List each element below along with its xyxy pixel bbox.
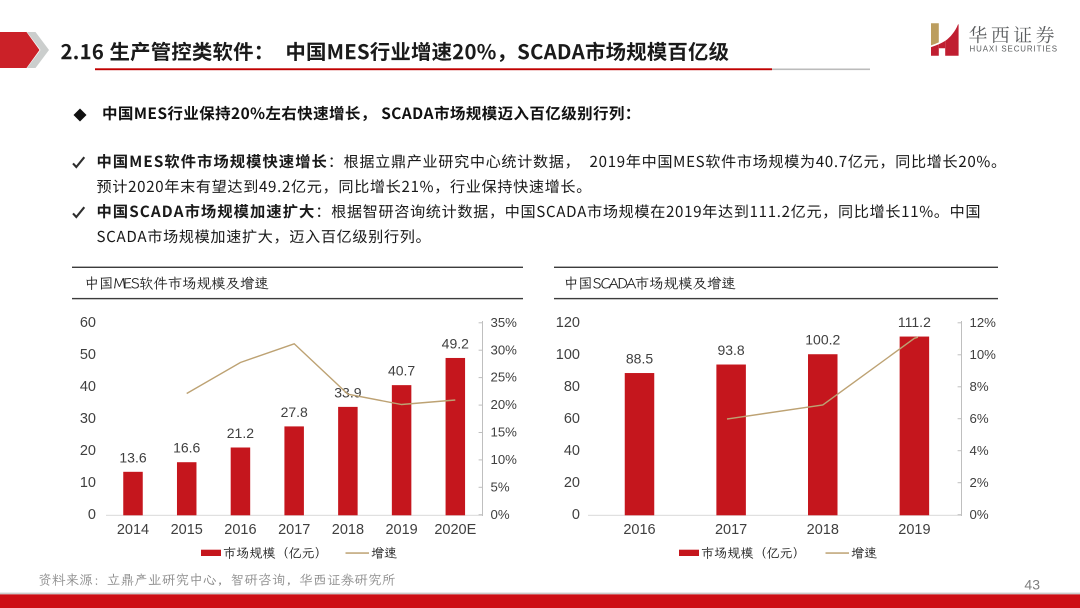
svg-text:100.2: 100.2 xyxy=(805,332,840,348)
svg-text:0%: 0% xyxy=(491,507,510,522)
svg-text:2016: 2016 xyxy=(224,522,256,538)
svg-text:25%: 25% xyxy=(491,370,518,385)
svg-text:30: 30 xyxy=(80,411,96,427)
svg-text:2017: 2017 xyxy=(715,522,747,538)
svg-text:20%: 20% xyxy=(491,397,518,412)
svg-text:2018: 2018 xyxy=(807,522,839,538)
svg-text:20: 20 xyxy=(564,475,580,491)
svg-text:49.2: 49.2 xyxy=(442,336,469,352)
svg-text:88.5: 88.5 xyxy=(626,351,653,367)
svg-text:0: 0 xyxy=(88,507,96,523)
svg-text:40: 40 xyxy=(80,379,96,395)
svg-text:43: 43 xyxy=(1024,577,1040,593)
svg-text:50: 50 xyxy=(80,347,96,363)
svg-text:2014: 2014 xyxy=(117,522,149,538)
svg-text:2020E: 2020E xyxy=(434,522,476,538)
svg-text:5%: 5% xyxy=(491,479,510,494)
svg-text:80: 80 xyxy=(564,379,580,395)
svg-text:2019: 2019 xyxy=(898,522,930,538)
svg-text:120: 120 xyxy=(556,315,580,331)
svg-text:2%: 2% xyxy=(970,475,989,490)
svg-text:20: 20 xyxy=(80,443,96,459)
svg-text:60: 60 xyxy=(80,315,96,331)
svg-text:27.8: 27.8 xyxy=(281,404,308,420)
svg-text:40: 40 xyxy=(564,443,580,459)
svg-text:4%: 4% xyxy=(970,443,989,458)
svg-text:111.2: 111.2 xyxy=(898,314,931,330)
svg-text:16.6: 16.6 xyxy=(173,440,200,456)
svg-text:12%: 12% xyxy=(970,315,997,330)
svg-text:2018: 2018 xyxy=(332,522,364,538)
svg-text:100: 100 xyxy=(556,347,580,363)
svg-text:40.7: 40.7 xyxy=(388,363,415,379)
svg-text:2017: 2017 xyxy=(278,522,310,538)
svg-text:8%: 8% xyxy=(970,379,989,394)
svg-text:33.9: 33.9 xyxy=(334,384,361,400)
svg-text:15%: 15% xyxy=(491,425,518,440)
svg-text:13.6: 13.6 xyxy=(119,449,146,465)
svg-text:30%: 30% xyxy=(491,342,518,357)
svg-text:2015: 2015 xyxy=(171,522,203,538)
svg-text:10: 10 xyxy=(80,475,96,491)
svg-text:2016: 2016 xyxy=(623,522,655,538)
svg-text:93.8: 93.8 xyxy=(717,342,744,358)
svg-text:2019: 2019 xyxy=(385,522,417,538)
svg-text:10%: 10% xyxy=(491,452,518,467)
svg-text:6%: 6% xyxy=(970,411,989,426)
svg-text:0: 0 xyxy=(572,507,580,523)
svg-text:35%: 35% xyxy=(491,315,518,330)
svg-text:21.2: 21.2 xyxy=(227,425,254,441)
svg-text:60: 60 xyxy=(564,411,580,427)
svg-text:10%: 10% xyxy=(970,347,997,362)
svg-text:HUAXI SECURITIES: HUAXI SECURITIES xyxy=(970,45,1058,54)
svg-text:0%: 0% xyxy=(970,507,989,522)
